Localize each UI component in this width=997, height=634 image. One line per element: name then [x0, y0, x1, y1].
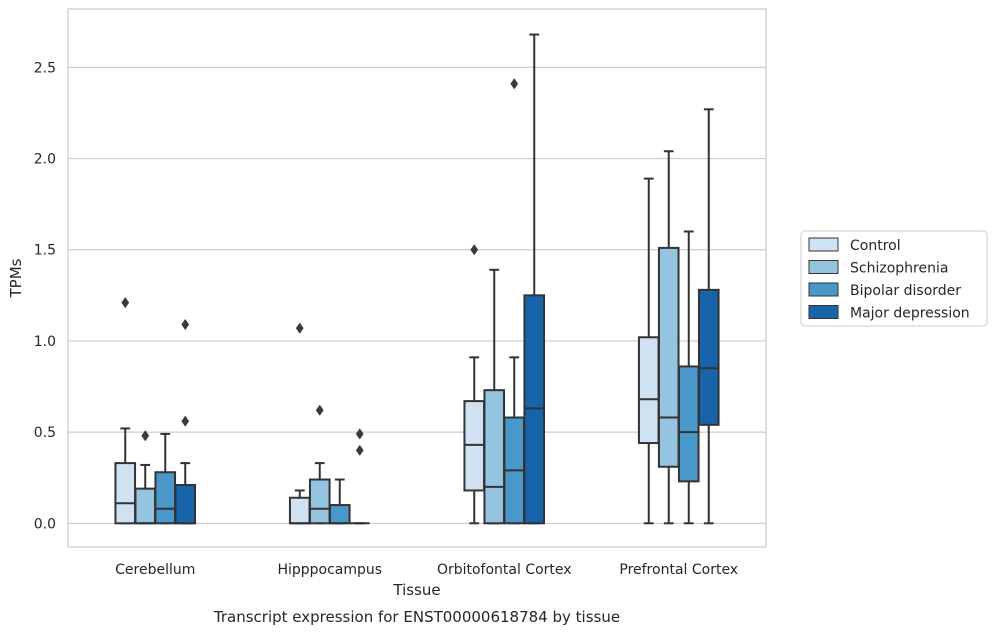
y-tick-label: 0.5: [34, 425, 56, 441]
legend: Control Schizophrenia Bipolar disorder Majo…: [800, 230, 988, 327]
outlier-point: [355, 444, 364, 456]
box-iqr: [174, 483, 197, 525]
box-iqr: [134, 487, 157, 525]
box-major-depression: [174, 318, 197, 525]
x-axis-label: Tissue: [392, 581, 440, 599]
box-bipolar-disorder: [677, 230, 700, 525]
outlier-point: [510, 78, 519, 90]
box-schizophrenia: [134, 430, 157, 525]
box-iqr: [114, 462, 137, 525]
x-tick-labels: Cerebellum Hipppocampus Orbitofontal Corte…: [115, 562, 738, 578]
x-tick-label: Orbitofontal Cortex: [437, 562, 572, 578]
box-control: [114, 296, 137, 525]
box-schizophrenia: [308, 404, 331, 525]
legend-label: Control: [850, 238, 901, 254]
y-tick-label: 0.0: [34, 516, 56, 532]
box-control: [637, 177, 660, 525]
legend-swatch: [808, 305, 839, 319]
box-iqr: [637, 336, 660, 445]
outlier-point: [295, 322, 304, 334]
plot-frame: [67, 8, 767, 548]
box-schizophrenia: [657, 150, 680, 525]
legend-frame: [800, 230, 988, 327]
box-iqr: [483, 389, 506, 525]
outlier-point: [181, 415, 190, 427]
outlier-point: [315, 404, 324, 416]
box-bipolar-disorder: [154, 432, 177, 525]
outlier-point: [470, 244, 479, 256]
y-tick-label: 1.0: [34, 334, 56, 350]
box-major-depression: [697, 108, 720, 525]
box-iqr: [328, 504, 351, 525]
box-bipolar-disorder: [328, 478, 351, 525]
legend-label: Major depression: [850, 306, 970, 322]
y-tick-label: 1.5: [34, 243, 56, 259]
box-bipolar-disorder: [503, 78, 526, 525]
box-iqr: [308, 478, 331, 525]
box-control: [463, 244, 486, 525]
legend-swatch: [808, 282, 839, 297]
y-tick-label: 2.5: [34, 60, 56, 76]
x-tick-label: Prefrontal Cortex: [619, 562, 738, 578]
x-tick-label: Cerebellum: [115, 562, 195, 578]
chart-caption: Transcript expression for ENST0000061878…: [213, 608, 620, 626]
box-iqr: [697, 288, 720, 426]
box-iqr: [288, 496, 311, 525]
box-groups: [114, 33, 720, 525]
box-control: [288, 322, 311, 525]
box-major-depression: [523, 33, 546, 525]
box-iqr: [657, 246, 680, 468]
box-schizophrenia: [483, 268, 506, 525]
outlier-point: [181, 318, 190, 331]
outlier-point: [141, 430, 150, 442]
y-axis-label: TPMs: [7, 258, 25, 298]
box-major-depression: [349, 428, 370, 525]
legend-label: Schizophrenia: [850, 261, 948, 277]
y-tick-label: 2.0: [34, 152, 56, 168]
y-tick-labels: 0.0 0.5 1.0 1.5 2.0 2.5: [34, 60, 56, 532]
x-tick-label: Hipppocampus: [277, 562, 382, 578]
outlier-point: [355, 428, 364, 440]
box-iqr: [154, 471, 177, 525]
legend-swatch: [808, 237, 839, 252]
legend-swatch: [808, 260, 839, 274]
outlier-point: [121, 296, 130, 309]
box-iqr: [677, 365, 700, 483]
legend-label: Bipolar disorder: [850, 283, 961, 299]
